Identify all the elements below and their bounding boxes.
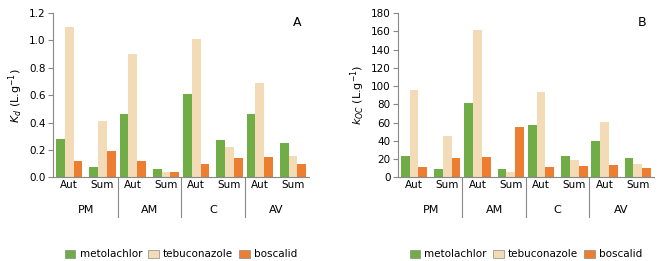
Bar (289, 156, 297, 177)
Bar (434, 169, 443, 177)
Bar (642, 168, 651, 177)
Bar (153, 169, 161, 177)
Text: PM: PM (422, 205, 439, 215)
Bar (234, 158, 243, 177)
Bar (464, 103, 473, 177)
Y-axis label: $k_{OC}$ (L.g$^{-1}$): $k_{OC}$ (L.g$^{-1}$) (348, 65, 367, 126)
Text: A: A (293, 16, 301, 29)
Bar (183, 94, 192, 177)
Bar (161, 172, 170, 177)
Bar (579, 165, 588, 177)
Text: C: C (554, 205, 562, 215)
Bar (482, 157, 491, 177)
Bar (264, 157, 273, 177)
Bar (128, 54, 137, 177)
Bar (201, 164, 209, 177)
Bar (537, 92, 546, 177)
Bar (56, 139, 65, 177)
Bar (192, 39, 201, 177)
Bar (473, 31, 482, 177)
Bar (410, 90, 418, 177)
Bar (98, 121, 107, 177)
Bar (137, 161, 146, 177)
Bar (592, 141, 600, 177)
Text: AM: AM (486, 205, 503, 215)
Bar (570, 160, 579, 177)
Bar (89, 167, 98, 177)
Bar (216, 140, 225, 177)
Bar (65, 27, 73, 177)
Bar (225, 147, 234, 177)
Legend: metolachlor, tebuconazole, boscalid: metolachlor, tebuconazole, boscalid (61, 245, 301, 261)
Bar (634, 164, 642, 177)
Bar (401, 156, 410, 177)
Bar (561, 156, 570, 177)
Text: AM: AM (141, 205, 158, 215)
Bar (297, 164, 306, 177)
Bar (546, 168, 554, 177)
Bar (247, 114, 255, 177)
Bar (255, 83, 264, 177)
Y-axis label: $K_d$ (L.g$^{-1}$): $K_d$ (L.g$^{-1}$) (6, 68, 25, 122)
Text: B: B (638, 16, 646, 29)
Text: C: C (209, 205, 217, 215)
Bar (609, 165, 618, 177)
Bar (506, 172, 515, 177)
Bar (443, 136, 452, 177)
Text: PM: PM (77, 205, 94, 215)
Bar (73, 161, 83, 177)
Text: AV: AV (614, 205, 628, 215)
Bar (600, 122, 609, 177)
Bar (498, 169, 506, 177)
Bar (624, 158, 634, 177)
Bar (452, 158, 460, 177)
Bar (119, 114, 128, 177)
Bar (170, 172, 179, 177)
Bar (515, 127, 524, 177)
Text: AV: AV (269, 205, 283, 215)
Legend: metolachlor, tebuconazole, boscalid: metolachlor, tebuconazole, boscalid (406, 245, 646, 261)
Bar (528, 126, 537, 177)
Bar (418, 168, 428, 177)
Bar (279, 143, 289, 177)
Bar (107, 151, 115, 177)
